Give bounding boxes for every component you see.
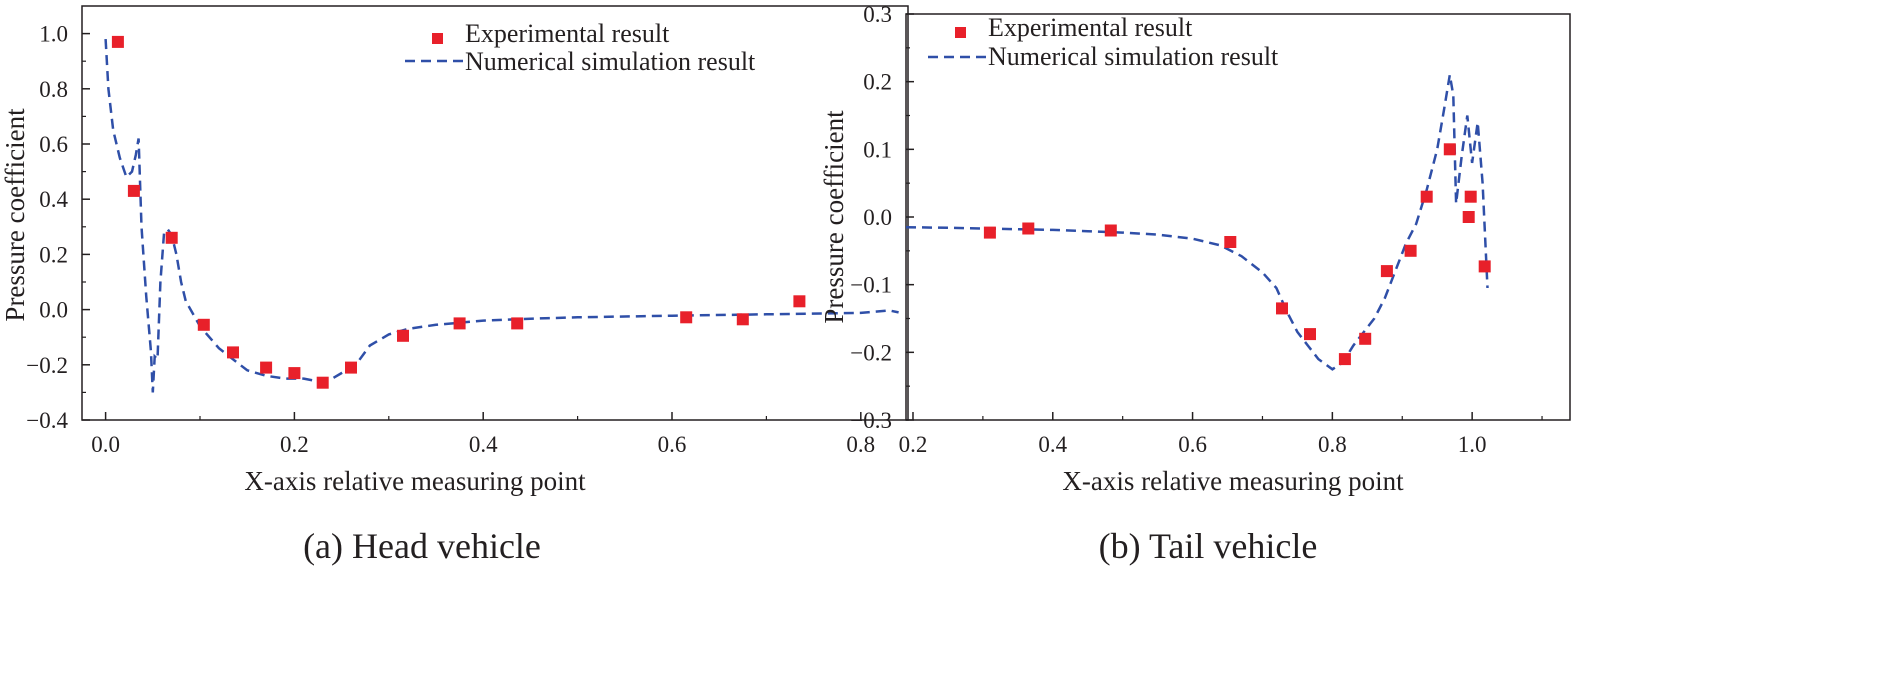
x-tick-label: 1.0 <box>1458 432 1487 457</box>
experimental-point <box>345 361 357 374</box>
experimental-point <box>793 295 806 308</box>
experimental-point <box>316 376 329 389</box>
x-tick-label: 0.2 <box>280 432 309 457</box>
experimental-point <box>111 35 124 48</box>
experimental-point <box>1224 236 1237 248</box>
legend-label-experimental-b: Experimental result <box>988 13 1193 42</box>
y-axis-title-b: Pressure coefficient <box>819 110 849 324</box>
y-tick-label: 0.2 <box>39 242 68 267</box>
experimental-point <box>397 329 409 342</box>
x-tick-label: 0.4 <box>1038 432 1067 457</box>
y-tick-label: −0.4 <box>26 408 68 433</box>
legend-b: Experimental result Numerical simulation… <box>928 13 1279 71</box>
experimental-point <box>1304 328 1316 341</box>
experimental-point <box>127 184 140 197</box>
y-tick-label: 0.2 <box>863 70 892 95</box>
y-tick-label: 1.0 <box>39 22 68 47</box>
y-tick-label: −0.1 <box>850 273 892 298</box>
experimental-point <box>197 318 210 331</box>
caption-head-vehicle: (a) Head vehicle <box>303 526 541 566</box>
legend-label-simulation-b: Numerical simulation result <box>988 42 1279 71</box>
experimental-point <box>1359 332 1372 345</box>
legend-label-simulation-a: Numerical simulation result <box>465 47 756 76</box>
y-tick-label: 0.4 <box>39 187 68 212</box>
panel-tail-vehicle: 0.2 0.4 0.6 0.8 1.0−0.3−0.2−0.10.00.10.20.3 … <box>819 2 1571 566</box>
y-tick-label: 0.1 <box>863 137 892 162</box>
x-tick-label: 0.6 <box>658 432 687 457</box>
experimental-point <box>1022 222 1035 235</box>
experimental-point <box>1380 265 1393 278</box>
experimental-point <box>680 311 693 324</box>
experimental-point <box>511 317 524 330</box>
y-tick-label: −0.2 <box>26 353 68 378</box>
experimental-point <box>1404 244 1417 257</box>
x-tick-label: 0.2 <box>899 432 928 457</box>
x-tick-label: 0.0 <box>91 432 120 457</box>
experimental-point <box>260 361 273 374</box>
experimental-markers-a <box>111 35 806 389</box>
x-tick-label: 0.8 <box>1318 432 1347 457</box>
simulation-line-a <box>104 39 899 393</box>
y-tick-label: −0.3 <box>850 408 892 433</box>
experimental-point <box>1420 190 1433 203</box>
experimental-point <box>1464 190 1477 203</box>
experimental-point <box>1462 211 1475 223</box>
experimental-point <box>1104 224 1117 237</box>
simulation-line-b <box>905 74 1489 371</box>
y-tick-label: 0.0 <box>863 205 892 230</box>
legend-marker-experimental-a <box>432 33 443 44</box>
experimental-point <box>736 313 749 326</box>
x-axis-title-b: X-axis relative measuring point <box>1062 466 1404 496</box>
experimental-point <box>1443 143 1456 156</box>
legend-a: Experimental result Numerical simulation… <box>405 19 756 76</box>
experimental-point <box>1276 302 1288 315</box>
experimental-point <box>1478 260 1491 273</box>
experimental-point <box>227 346 239 359</box>
y-tick-label: −0.2 <box>850 340 892 365</box>
axis-ticks-a: 0.0 0.2 0.4 0.6 0.8 −0.4 −0.2 0.0 0.2 0.4 0.6 0.8 1.… <box>26 22 875 457</box>
legend-label-experimental-a: Experimental result <box>465 19 670 48</box>
experimental-point <box>165 231 178 244</box>
x-tick-label: 0.6 <box>1178 432 1207 457</box>
experimental-point <box>1338 353 1351 366</box>
x-axis-title-a: X-axis relative measuring point <box>244 466 586 496</box>
y-axis-title-a: Pressure coefficient <box>0 108 30 322</box>
panel-head-vehicle: 0.0 0.2 0.4 0.6 0.8 −0.4 −0.2 0.0 0.2 0.4 0.6 0.8 1.… <box>0 5 909 566</box>
y-tick-label: 0.6 <box>39 132 68 157</box>
caption-tail-vehicle: (b) Tail vehicle <box>1099 526 1318 566</box>
y-tick-label: 0.8 <box>39 77 68 102</box>
experimental-point <box>288 367 301 380</box>
x-tick-label: 0.8 <box>846 432 875 457</box>
y-tick-label: 0.3 <box>863 2 892 27</box>
experimental-point <box>453 317 466 330</box>
experimental-point <box>983 226 996 239</box>
x-tick-label: 0.4 <box>469 432 498 457</box>
axis-ticks-b: 0.2 0.4 0.6 0.8 1.0 −0.3 −0.2 −0.1 0.0 0.1 0.2 0.3 <box>850 2 1543 457</box>
y-tick-label: 0.0 <box>39 298 68 323</box>
plot-frame-a <box>81 5 909 421</box>
legend-marker-experimental-b <box>955 27 966 38</box>
experimental-markers-b <box>983 143 1491 366</box>
